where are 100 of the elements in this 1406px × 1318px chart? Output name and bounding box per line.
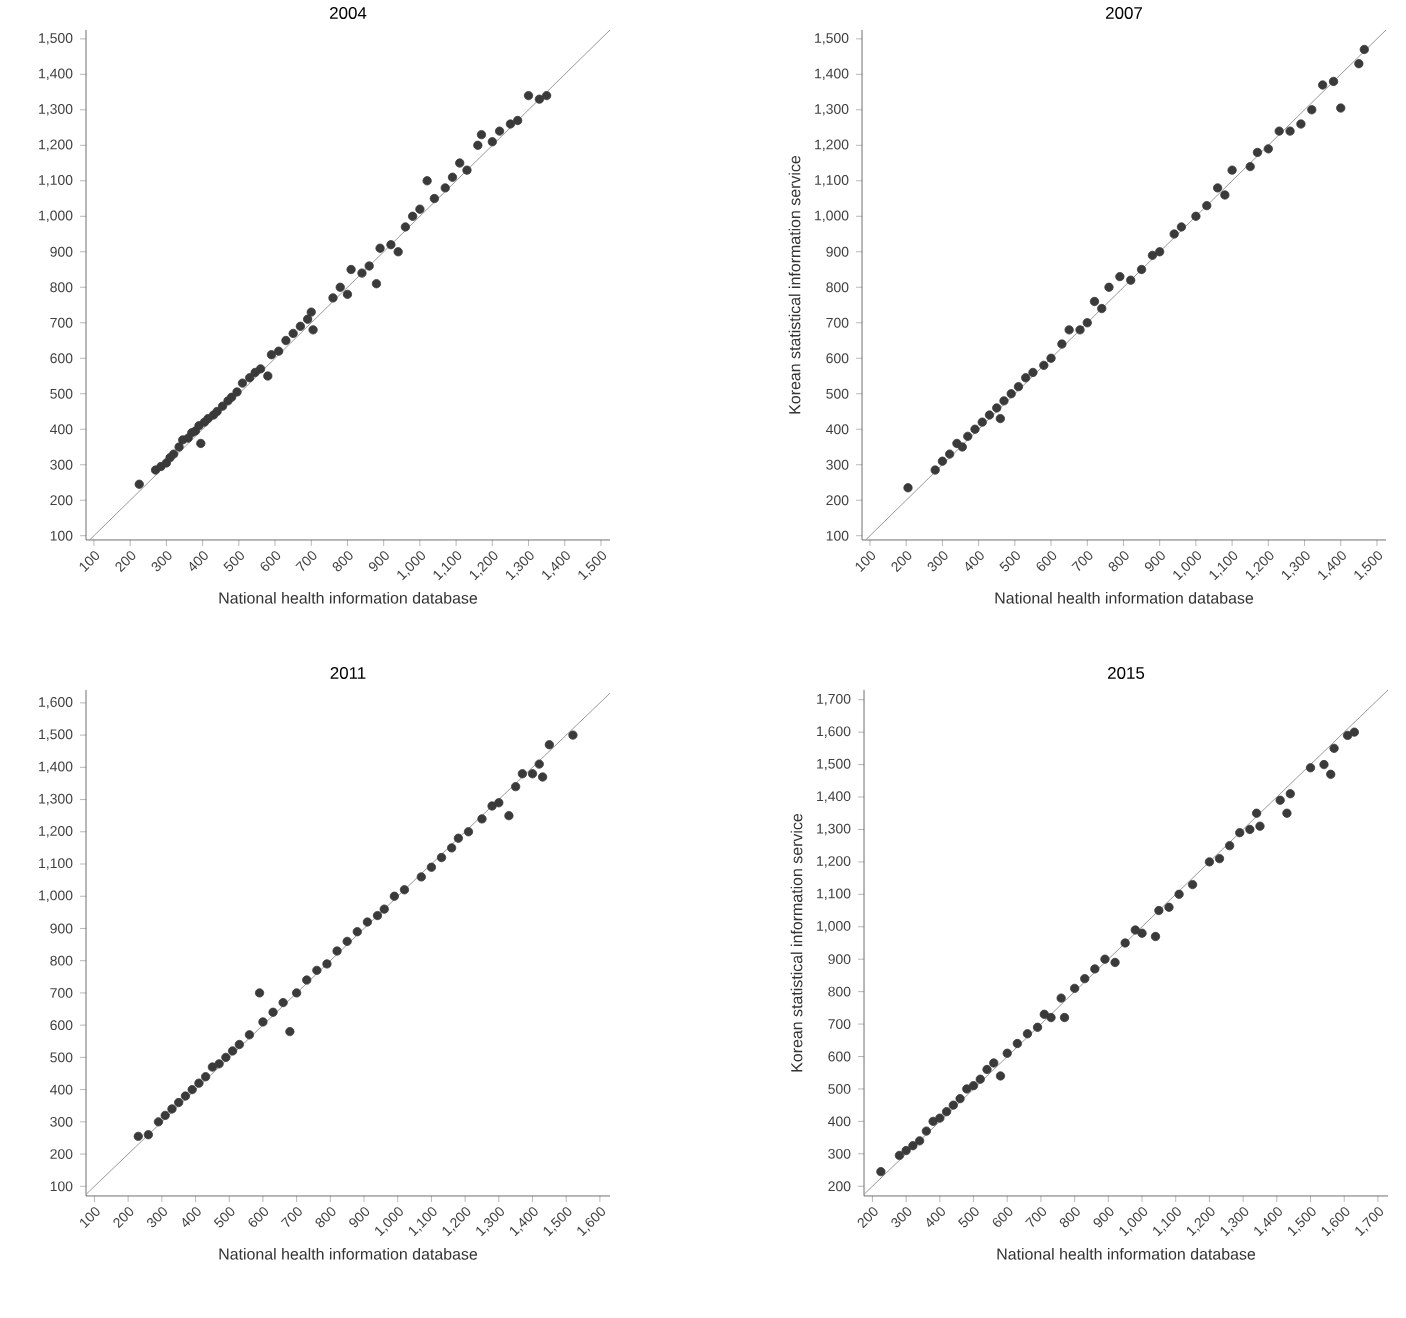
point <box>1147 250 1158 260</box>
point <box>494 798 504 808</box>
point <box>901 1145 911 1156</box>
point <box>1032 1022 1043 1032</box>
point <box>278 998 288 1008</box>
point <box>928 1116 938 1126</box>
point <box>955 1094 965 1104</box>
point <box>254 988 265 998</box>
point <box>517 769 527 779</box>
point <box>1274 126 1284 136</box>
point <box>1285 789 1295 799</box>
point <box>1275 795 1285 805</box>
point <box>1220 190 1230 200</box>
point <box>1100 954 1110 964</box>
point <box>1089 296 1100 307</box>
point <box>1174 889 1184 899</box>
point <box>201 1072 211 1082</box>
point <box>544 740 554 750</box>
point <box>915 1136 925 1146</box>
point <box>153 1117 164 1127</box>
point <box>921 1126 931 1136</box>
point <box>1307 105 1317 115</box>
chart-title: 2004 <box>330 7 367 19</box>
point <box>1235 828 1245 838</box>
point <box>1110 957 1120 968</box>
point <box>160 1110 170 1120</box>
point <box>244 1030 255 1040</box>
point <box>194 1078 204 1088</box>
point <box>930 465 940 475</box>
point <box>1097 303 1107 314</box>
point <box>1214 854 1225 864</box>
point <box>1255 821 1265 831</box>
point <box>1296 119 1306 129</box>
point <box>463 827 474 837</box>
point <box>174 1097 184 1108</box>
point <box>416 872 426 882</box>
point <box>228 1046 238 1056</box>
point <box>477 814 487 824</box>
point <box>426 862 437 872</box>
point <box>945 449 955 459</box>
point <box>1070 983 1080 993</box>
chart-title: 2007 <box>1106 7 1142 19</box>
point <box>143 1130 153 1140</box>
point <box>995 413 1005 424</box>
point <box>1252 808 1262 818</box>
point <box>1012 1038 1022 1049</box>
point <box>1329 743 1339 753</box>
point <box>1057 339 1067 349</box>
point <box>1022 1029 1033 1039</box>
point <box>214 1059 224 1069</box>
point <box>1104 282 1114 292</box>
point <box>970 424 980 434</box>
point <box>1359 44 1369 55</box>
point <box>1064 325 1074 335</box>
point <box>1080 974 1090 984</box>
point <box>1006 389 1016 399</box>
point <box>1305 763 1316 773</box>
point <box>941 1107 952 1117</box>
point <box>1213 183 1223 193</box>
point <box>180 1091 191 1101</box>
point <box>894 1150 904 1161</box>
point <box>527 769 538 779</box>
point <box>504 811 514 821</box>
point <box>1155 247 1165 257</box>
point <box>1154 905 1164 916</box>
point <box>511 782 521 792</box>
point <box>1245 824 1255 835</box>
point <box>268 1007 278 1017</box>
chart-title: 2015 <box>1108 666 1145 679</box>
point <box>312 965 322 975</box>
point <box>1326 769 1336 779</box>
point <box>1059 1012 1070 1023</box>
point <box>1075 325 1085 335</box>
point <box>187 1085 197 1095</box>
point <box>1056 993 1066 1003</box>
point <box>453 833 463 843</box>
point <box>995 1071 1006 1081</box>
point <box>1204 857 1215 867</box>
point <box>292 988 302 998</box>
point <box>302 975 312 985</box>
point <box>1013 382 1024 392</box>
point <box>538 772 548 782</box>
point <box>1225 841 1235 851</box>
point <box>487 801 497 811</box>
point <box>1126 275 1136 285</box>
point <box>1285 126 1295 136</box>
point <box>1202 201 1212 211</box>
point <box>1252 147 1263 158</box>
point <box>285 1027 295 1037</box>
point <box>1354 59 1364 69</box>
point <box>447 843 457 853</box>
point <box>1082 318 1092 328</box>
point <box>1349 727 1359 737</box>
point <box>1342 730 1353 740</box>
point <box>908 1141 918 1151</box>
point <box>992 403 1002 413</box>
point <box>436 852 447 863</box>
point <box>1039 360 1049 370</box>
point <box>1120 938 1130 948</box>
point <box>1318 80 1328 90</box>
